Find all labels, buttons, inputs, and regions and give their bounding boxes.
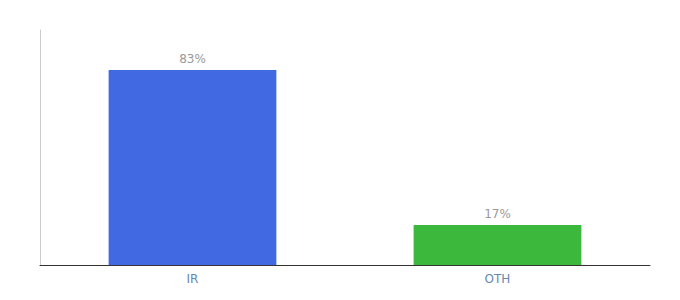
svg-text:83%: 83% xyxy=(179,52,206,66)
svg-text:OTH: OTH xyxy=(485,272,511,286)
svg-text:17%: 17% xyxy=(484,207,511,221)
svg-text:IR: IR xyxy=(187,272,199,286)
